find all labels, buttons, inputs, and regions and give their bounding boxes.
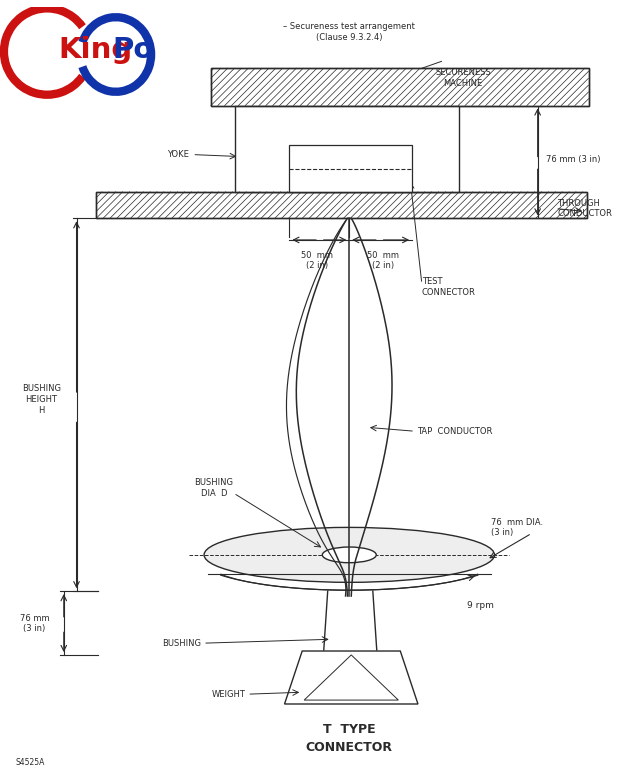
Text: T  TYPE
CONNECTOR: T TYPE CONNECTOR bbox=[306, 723, 392, 754]
Bar bbox=[96, 192, 587, 218]
Polygon shape bbox=[284, 651, 418, 704]
Text: Po: Po bbox=[113, 35, 154, 64]
Bar bbox=[289, 145, 412, 192]
Text: BUSHING
HEIGHT
H: BUSHING HEIGHT H bbox=[22, 384, 61, 416]
Text: THROUGH
CONDUCTOR: THROUGH CONDUCTOR bbox=[557, 199, 612, 218]
Text: 76 mm
(3 in): 76 mm (3 in) bbox=[19, 614, 49, 633]
Text: BUSHING: BUSHING bbox=[162, 639, 201, 648]
Text: BUSHING
DIA  D: BUSHING DIA D bbox=[195, 478, 233, 498]
Bar bbox=[96, 192, 587, 218]
Bar bbox=[236, 106, 459, 192]
Text: 76 mm (3 in): 76 mm (3 in) bbox=[545, 155, 600, 164]
Bar bbox=[211, 68, 588, 106]
Ellipse shape bbox=[322, 547, 376, 563]
Text: – Secureness test arrangement
(Clause 9.3.2.4): – Secureness test arrangement (Clause 9.… bbox=[284, 22, 415, 42]
Text: SECURENESS
MACHINE: SECURENESS MACHINE bbox=[435, 68, 491, 88]
Text: 50  mm
(2 in): 50 mm (2 in) bbox=[301, 251, 333, 270]
Text: TEST
CONNECTOR: TEST CONNECTOR bbox=[422, 278, 476, 296]
Text: 50  mm
(2 in): 50 mm (2 in) bbox=[366, 251, 399, 270]
Text: S4525A: S4525A bbox=[16, 758, 45, 768]
Text: 9 rpm: 9 rpm bbox=[467, 601, 494, 611]
Polygon shape bbox=[304, 655, 398, 700]
Text: YOKE: YOKE bbox=[167, 150, 189, 159]
Text: King: King bbox=[59, 35, 133, 64]
Text: 76  mm DIA.
(3 in): 76 mm DIA. (3 in) bbox=[491, 517, 542, 537]
Text: WEIGHT: WEIGHT bbox=[211, 690, 245, 699]
Ellipse shape bbox=[204, 528, 494, 583]
Bar bbox=[211, 68, 588, 106]
Text: TAP  CONDUCTOR: TAP CONDUCTOR bbox=[417, 426, 493, 436]
